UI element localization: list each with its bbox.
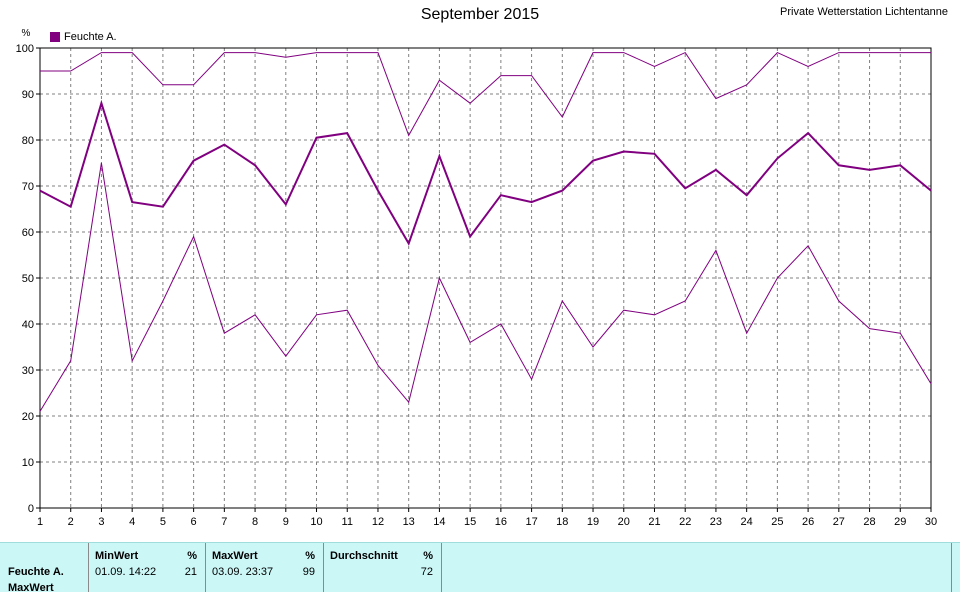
x-tick-label: 3 <box>98 516 104 528</box>
station-name: Private Wetterstation Lichtentanne <box>780 6 948 18</box>
x-tick-label: 13 <box>403 516 415 528</box>
y-tick-label: 0 <box>28 503 34 515</box>
x-tick-label: 16 <box>495 516 507 528</box>
x-tick-label: 29 <box>894 516 906 528</box>
x-tick-label: 25 <box>771 516 783 528</box>
x-tick-label: 19 <box>587 516 599 528</box>
x-tick-label: 23 <box>710 516 722 528</box>
x-tick-label: 26 <box>802 516 814 528</box>
legend-swatch <box>50 32 60 42</box>
min-cell: MinWert % 01.09. 14:22 21 <box>88 543 206 592</box>
y-tick-label: 20 <box>22 411 34 423</box>
x-tick-label: 2 <box>68 516 74 528</box>
x-tick-label: 22 <box>679 516 691 528</box>
avg-header: Durchschnitt <box>330 550 398 562</box>
x-tick-label: 4 <box>129 516 135 528</box>
stats-panel: Feuchte A. MaxWert MinWert % 01.09. 14:2… <box>0 542 960 594</box>
legend-label: Feuchte A. <box>64 31 117 43</box>
x-tick-label: 7 <box>221 516 227 528</box>
x-tick-label: 11 <box>342 516 353 528</box>
x-tick-label: 20 <box>618 516 630 528</box>
y-tick-label: 60 <box>22 227 34 239</box>
x-tick-label: 1 <box>37 516 43 528</box>
y-tick-label: 50 <box>22 273 34 285</box>
max-unit: % <box>305 550 315 562</box>
x-tick-label: 24 <box>741 516 753 528</box>
max-time: 03.09. 23:37 <box>212 566 274 578</box>
x-tick-label: 17 <box>525 516 537 528</box>
x-tick-label: 8 <box>252 516 258 528</box>
y-tick-label: 90 <box>22 89 34 101</box>
min-unit: % <box>187 550 197 562</box>
x-tick-label: 6 <box>191 516 197 528</box>
max-header: MaxWert <box>212 550 258 562</box>
x-tick-label: 14 <box>433 516 445 528</box>
stats-row-label: Feuchte A. <box>8 566 64 578</box>
y-tick-label: 100 <box>16 43 34 55</box>
x-tick-label: 9 <box>283 516 289 528</box>
x-tick-label: 27 <box>833 516 845 528</box>
x-tick-label: 30 <box>925 516 937 528</box>
y-tick-label: 70 <box>22 181 34 193</box>
stats-row-label-2: MaxWert <box>8 582 54 594</box>
min-header: MinWert <box>95 550 139 562</box>
x-tick-label: 28 <box>863 516 875 528</box>
series-line-max <box>40 51 931 137</box>
series-line-min <box>39 162 932 412</box>
x-tick-label: 15 <box>464 516 476 528</box>
max-cell: MaxWert % 03.09. 23:37 99 <box>206 543 324 592</box>
x-tick-label: 21 <box>648 516 660 528</box>
min-value: 21 <box>184 566 197 578</box>
x-tick-label: 18 <box>556 516 568 528</box>
legend: Feuchte A. <box>50 31 117 43</box>
empty-cell <box>442 543 952 592</box>
chart-title: September 2015 <box>420 6 540 23</box>
y-axis-label: % <box>22 28 31 39</box>
x-tick-label: 12 <box>372 516 384 528</box>
series-line-avg <box>39 99 932 246</box>
min-time: 01.09. 14:22 <box>95 566 157 578</box>
y-tick-label: 10 <box>22 457 34 469</box>
x-tick-label: 10 <box>310 516 322 528</box>
x-tick-label: 5 <box>160 516 166 528</box>
y-tick-label: 40 <box>22 319 34 331</box>
avg-cell: Durchschnitt % 72 <box>324 543 442 592</box>
max-value: 99 <box>302 566 315 578</box>
y-tick-label: 80 <box>22 135 34 147</box>
avg-value: 72 <box>420 566 433 578</box>
y-tick-label: 30 <box>22 365 34 377</box>
avg-unit: % <box>423 550 433 562</box>
